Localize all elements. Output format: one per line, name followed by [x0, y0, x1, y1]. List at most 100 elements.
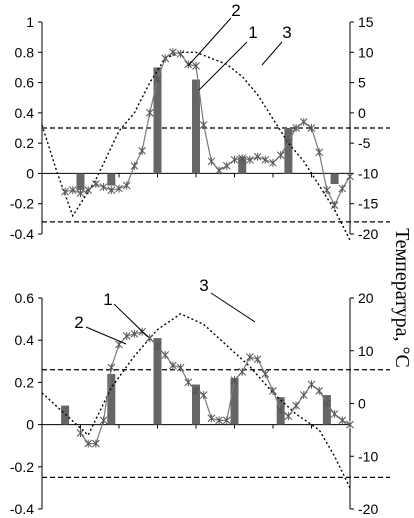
- panel1-series-1-marker: [84, 186, 93, 195]
- panel2-series-1-marker: [153, 342, 162, 351]
- panel2-series-1-marker: [315, 386, 324, 395]
- panel1-series-1-marker: [215, 166, 223, 175]
- panel2-right-tick-label: -10: [358, 448, 378, 464]
- panel1-series-1-marker: [99, 183, 108, 192]
- panel2-series-1-marker: [84, 439, 93, 448]
- panel1-series-1-marker: [61, 187, 69, 196]
- panel2-series-1-marker: [176, 363, 185, 372]
- panel1-series-1-marker: [330, 201, 339, 210]
- panel1-right-tick-label: -5: [358, 135, 371, 151]
- panel1-bar: [153, 67, 162, 174]
- panel2-annotation-2-pointer: [85, 326, 127, 345]
- panel2-series-1-marker: [246, 353, 254, 362]
- panel2-series-1-marker: [161, 350, 170, 359]
- panel2-bar: [192, 384, 200, 425]
- panel2-series-1-marker: [199, 391, 208, 400]
- panel1-right-tick-label: 10: [358, 44, 374, 60]
- panel2-bar: [322, 395, 331, 425]
- panel1-bar: [76, 173, 85, 191]
- panel1-right-tick-label: -10: [358, 165, 378, 181]
- panel2-series-3-temperature-line: [41, 312, 351, 489]
- panel1-series-1-marker: [284, 137, 293, 146]
- panel2-series-1-marker: [261, 369, 270, 378]
- panel2-series-1-marker: [145, 334, 154, 343]
- panel2-bar: [107, 373, 116, 425]
- panel2-series-1-marker: [192, 386, 200, 395]
- panel2-series-1-marker: [330, 410, 339, 419]
- panel1-right-tick-label: -20: [358, 226, 378, 242]
- panel1-series-1-marker: [338, 184, 347, 193]
- panel2-left-tick-label: 0.2: [15, 374, 35, 390]
- panel2-right-tick-label: 0: [358, 396, 366, 412]
- panel2-series-1-marker: [122, 331, 131, 340]
- panel1-series-1-marker: [261, 155, 270, 164]
- panel1-left-tick-label: 0.4: [15, 105, 35, 121]
- panel1-series-1-marker: [92, 180, 100, 189]
- panel1-annotation-2-pointer: [187, 17, 232, 67]
- panel1-series-1-marker: [207, 157, 216, 166]
- panel1-left-tick-label: -0.2: [10, 196, 34, 212]
- panel2-series-1-marker: [238, 367, 247, 376]
- panel1-left-tick-label: -0.4: [10, 226, 34, 242]
- panel1-series-1-marker: [346, 172, 354, 181]
- panel2-series-1-marker: [130, 329, 139, 338]
- panel1-right-tick-label: -15: [358, 196, 378, 212]
- panel1-series-1-marker: [246, 155, 254, 164]
- panel1-series-1-marker: [153, 75, 162, 84]
- panel1-series-1-marker: [76, 189, 85, 198]
- panel1-annotation-1-pointer: [198, 41, 248, 91]
- panel1-series-1-marker: [199, 120, 208, 129]
- panel1-series-1-marker: [122, 181, 131, 190]
- panel2-series-1-marker: [253, 355, 262, 364]
- panel1-bar: [238, 156, 247, 174]
- panel1-right-tick-label: 0: [358, 105, 366, 121]
- panel1-series-1-marker: [292, 124, 300, 132]
- panel1-left-tick-label: 0.8: [15, 44, 35, 60]
- panel2-left-tick-label: 0.6: [15, 290, 35, 306]
- panel1-left-tick-label: 0.6: [15, 75, 35, 91]
- panel1-series-1-marker: [269, 158, 277, 167]
- panel2-right-tick-label: 10: [358, 343, 374, 359]
- panel1-series-1-marker: [307, 124, 316, 132]
- panel2-annotation-1-pointer: [113, 303, 149, 338]
- panel2-series-1-marker: [284, 412, 293, 421]
- panel1-left-tick-label: 1: [26, 14, 34, 30]
- panel2-series-1-marker: [169, 361, 177, 370]
- panel2-right-tick-label: -20: [358, 501, 378, 517]
- panel1-series-1-marker: [222, 161, 231, 170]
- panel1-bar: [192, 79, 200, 174]
- panel2-series-1-marker: [215, 416, 223, 425]
- panel2-bar: [230, 378, 239, 425]
- panel2-series-1-marker: [346, 420, 354, 429]
- panel2-annotation-2: 2: [74, 313, 83, 332]
- panel1-series-1-marker: [253, 152, 262, 161]
- panel1-series-1-marker: [161, 54, 170, 63]
- panel1-series-1-marker: [138, 146, 146, 155]
- panel2-series-1-marker: [292, 401, 300, 410]
- panel1-right-tick-label: 15: [358, 14, 374, 30]
- panel2-series-1-marker: [107, 363, 116, 372]
- panel1-series-1-marker: [145, 108, 154, 117]
- panel1-series-1-marker: [115, 184, 123, 193]
- panel1-series-3-temperature-line: [41, 51, 351, 241]
- panel2-bar: [61, 405, 70, 425]
- panel1-annotation-2: 2: [231, 1, 240, 20]
- panel2-series-1-marker: [276, 405, 285, 414]
- panel2-annotation-3-pointer: [210, 292, 256, 323]
- panel1-series-1-marker: [238, 154, 247, 163]
- panel2-left-tick-label: -0.2: [10, 459, 34, 475]
- panel2-series-1-marker: [99, 416, 108, 425]
- panel2-series-1-marker: [207, 414, 216, 423]
- panel1-series-1-marker: [169, 48, 177, 57]
- panel2-bar: [153, 338, 162, 425]
- panel1-series-1-marker: [176, 49, 185, 58]
- panel1-left-tick-label: 0.2: [15, 135, 35, 151]
- panel1-left-tick-label: 0: [26, 165, 34, 181]
- panel2-series-1-line: [80, 331, 351, 445]
- right-axis-title: Температура, °С: [391, 228, 413, 368]
- panel1-annotation-1: 1: [248, 23, 257, 42]
- panel1-annotation-3: 3: [282, 23, 291, 42]
- panel2-series-1-marker: [307, 380, 316, 389]
- panel1-bar: [107, 173, 116, 186]
